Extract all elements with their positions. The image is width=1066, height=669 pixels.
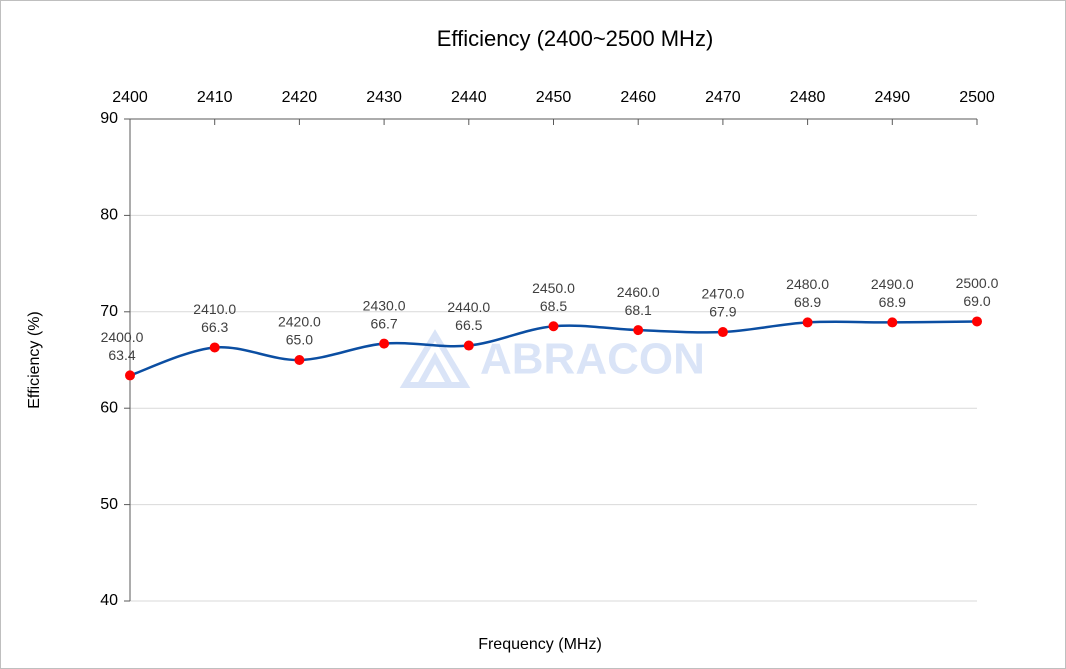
x-tick-label: 2500: [959, 89, 995, 106]
y-tick-label: 60: [100, 399, 118, 416]
data-label-x: 2400.0: [101, 329, 144, 345]
data-point: [209, 342, 220, 353]
data-point: [802, 317, 813, 328]
data-point: [379, 338, 390, 349]
data-label-x: 2480.0: [786, 276, 829, 292]
x-tick-label: 2470: [705, 89, 741, 106]
y-tick-label: 50: [100, 496, 118, 513]
data-point: [633, 325, 644, 336]
y-tick-label: 70: [100, 303, 118, 320]
data-label: 68.5: [540, 298, 567, 314]
watermark-logo: [399, 329, 471, 388]
data-label: 67.9: [709, 304, 736, 320]
data-label-x: 2420.0: [278, 314, 321, 330]
x-tick-label: 2430: [366, 89, 402, 106]
data-label-x: 2430.0: [363, 297, 406, 313]
data-label: 68.9: [794, 294, 821, 310]
data-point: [548, 321, 559, 332]
data-point: [972, 316, 982, 327]
x-axis-title: Frequency (MHz): [478, 636, 602, 653]
data-label: 68.1: [625, 302, 652, 318]
data-point: [887, 317, 898, 328]
data-label-x: 2410.0: [193, 301, 236, 317]
y-tick-label: 40: [100, 592, 118, 609]
x-tick-label: 2400: [112, 89, 148, 106]
data-label: 63.4: [108, 347, 135, 363]
data-label: 65.0: [286, 332, 313, 348]
data-label-x: 2490.0: [871, 276, 914, 292]
data-label: 66.5: [455, 317, 482, 333]
data-label-x: 2500.0: [956, 275, 999, 291]
y-tick-label: 90: [100, 110, 118, 127]
data-label: 68.9: [879, 294, 906, 310]
data-point: [294, 355, 305, 365]
data-point: [125, 370, 135, 381]
data-label: 69.0: [963, 293, 990, 309]
data-label-x: 2450.0: [532, 280, 575, 296]
x-tick-label: 2410: [197, 89, 233, 106]
x-tick-label: 2480: [790, 89, 826, 106]
x-tick-label: 2460: [620, 89, 656, 106]
data-label-x: 2440.0: [447, 299, 490, 315]
watermark-group: ABRACON: [399, 329, 705, 388]
watermark: ABRACON: [480, 335, 705, 384]
x-tick-label: 2490: [875, 89, 911, 106]
y-axis-title: Efficiency (%): [26, 311, 43, 409]
data-point: [463, 340, 474, 351]
chart-title: Efficiency (2400~2500 MHz): [437, 26, 714, 51]
data-label: 66.3: [201, 319, 228, 335]
data-label-x: 2470.0: [701, 286, 744, 302]
x-tick-label: 2420: [282, 89, 318, 106]
y-tick-label: 80: [100, 207, 118, 224]
data-label: 66.7: [370, 315, 397, 331]
x-tick-label: 2450: [536, 89, 572, 106]
x-tick-label: 2440: [451, 89, 487, 106]
data-label-x: 2460.0: [617, 284, 660, 300]
data-point: [717, 327, 728, 338]
